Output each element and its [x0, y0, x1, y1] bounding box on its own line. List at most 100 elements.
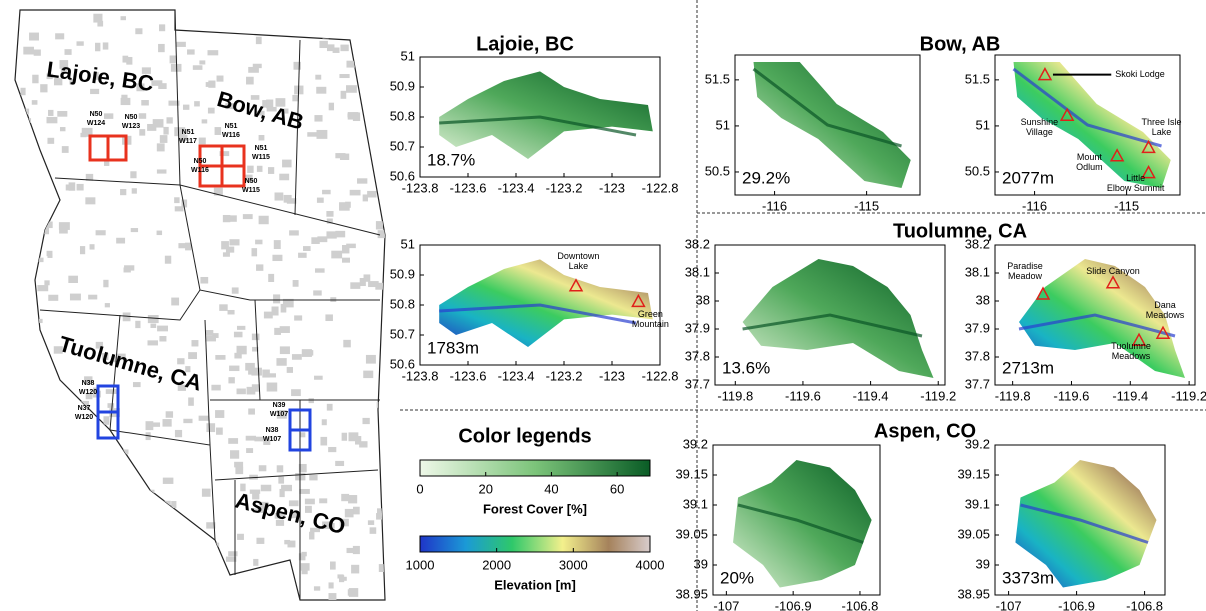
- x-tick-label: -116: [762, 198, 787, 213]
- stat-label: 13.6%: [722, 358, 770, 377]
- dot: [325, 314, 333, 321]
- dot: [229, 366, 239, 371]
- dot: [259, 135, 265, 140]
- y-tick-label: 38: [696, 292, 710, 307]
- dot: [298, 253, 307, 258]
- dot: [120, 531, 129, 535]
- dot: [287, 541, 295, 548]
- dot: [267, 383, 278, 392]
- x-tick-label: -123.4: [498, 180, 535, 195]
- dot: [48, 110, 53, 116]
- stat-label: 2077m: [1002, 168, 1054, 187]
- dot: [167, 539, 173, 544]
- dot: [317, 130, 328, 139]
- y-tick-label: 51.5: [705, 71, 730, 86]
- colorbar-tick-label: 1000: [406, 557, 435, 572]
- dot: [274, 328, 281, 335]
- dot: [243, 214, 253, 219]
- dot: [132, 188, 137, 193]
- dot: [29, 33, 39, 41]
- dot: [362, 418, 369, 424]
- dot: [259, 216, 269, 224]
- dot: [25, 588, 35, 594]
- dot: [121, 95, 127, 102]
- dot: [37, 201, 46, 208]
- dot: [359, 441, 367, 447]
- x-tick-label: -123.2: [546, 368, 583, 383]
- dot: [29, 518, 34, 522]
- dot: [269, 21, 278, 27]
- dot: [340, 45, 348, 52]
- dot: [349, 588, 358, 597]
- dot: [112, 510, 122, 517]
- colorbar-tick-label: 4000: [636, 557, 665, 572]
- dot: [46, 117, 57, 123]
- dot: [103, 42, 109, 49]
- annotation: Downtown: [557, 251, 599, 261]
- dot: [120, 189, 126, 195]
- y-tick-label: 38.2: [685, 236, 710, 251]
- colorbar-tick-label: 40: [544, 481, 558, 496]
- dot: [150, 532, 155, 539]
- dot: [139, 129, 145, 136]
- dot: [299, 489, 310, 494]
- dot: [341, 494, 349, 501]
- dot: [223, 252, 230, 256]
- dot: [127, 523, 135, 532]
- dot: [309, 398, 314, 403]
- annotation: Elbow Summit: [1107, 183, 1165, 193]
- x-tick-label: -106.8: [842, 598, 879, 611]
- dot: [20, 300, 29, 305]
- tile-label: N50: [194, 158, 207, 165]
- dot: [135, 28, 142, 34]
- dot: [232, 287, 239, 293]
- dot: [74, 580, 82, 585]
- dot: [247, 387, 256, 395]
- dot: [174, 197, 179, 203]
- dot: [166, 117, 172, 123]
- dot: [55, 534, 62, 540]
- dot: [246, 77, 254, 85]
- dot: [223, 215, 230, 222]
- dot: [76, 586, 84, 590]
- dot: [368, 43, 375, 52]
- x-tick-label: -106.8: [1126, 598, 1163, 611]
- y-tick-label: 37.7: [685, 376, 710, 391]
- dot: [90, 244, 95, 249]
- dot: [277, 465, 284, 472]
- x-tick-label: -119.6: [785, 388, 821, 403]
- dot: [282, 160, 291, 168]
- panel-title: Lajoie, BC: [476, 33, 574, 55]
- dot: [339, 24, 349, 30]
- dot: [292, 95, 298, 101]
- x-tick-label: -115: [854, 198, 879, 213]
- dot: [48, 295, 58, 301]
- dot: [257, 166, 263, 172]
- tile-label: W124: [87, 120, 105, 127]
- dot: [346, 244, 356, 248]
- annotation: Tuolumne: [1111, 341, 1151, 351]
- annotation: Skoki Lodge: [1115, 69, 1165, 79]
- dot: [221, 241, 229, 249]
- dot: [234, 353, 241, 359]
- dot: [175, 430, 182, 437]
- dot: [217, 76, 224, 82]
- dot: [68, 276, 78, 283]
- tile-label: N38: [266, 427, 279, 434]
- dot: [99, 572, 107, 578]
- dot: [275, 192, 284, 200]
- y-tick-label: 51: [401, 48, 415, 63]
- tile-label: W120: [79, 389, 97, 396]
- dot: [210, 543, 219, 547]
- dot: [80, 475, 87, 480]
- stat-label: 3373m: [1002, 568, 1054, 587]
- colorbar: [420, 460, 650, 476]
- dot: [331, 251, 342, 259]
- dot: [22, 493, 27, 500]
- panel-title: Bow, AB: [920, 33, 1001, 55]
- dot: [335, 231, 345, 237]
- dot: [95, 462, 101, 470]
- y-tick-label: 38.1: [965, 264, 990, 279]
- stat-label: 18.7%: [427, 150, 475, 169]
- dot: [39, 179, 49, 184]
